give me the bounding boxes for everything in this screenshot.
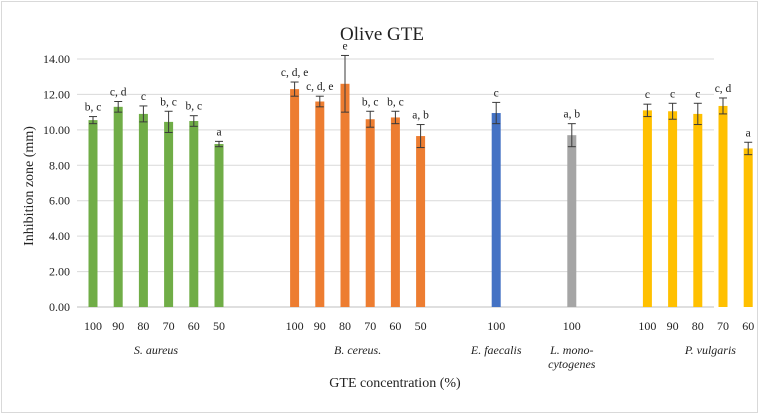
significance-labels: b, c c, d c b, c b, c a c, d, e c, d, e e b, c b, … [85,40,751,139]
bar [416,136,426,307]
x-tick-label: 80 [137,319,149,333]
x-tick-label: 90 [314,319,326,333]
bar [668,111,678,307]
bar [290,89,300,307]
significance-label: c [494,87,499,99]
x-axis-label: GTE concentration (%) [329,376,461,391]
group-labels: S. aureus B. cereus. E. faecalis L. mono-cy… [134,343,736,371]
x-tick-label: 60 [742,319,754,333]
y-tick-label: 12.00 [43,87,70,101]
y-tick-label: 4.00 [49,229,70,243]
x-tick-label: 80 [339,319,351,333]
x-tick-label: 50 [415,319,427,333]
y-tick-label: 6.00 [49,194,70,208]
bars [88,83,753,308]
bar [567,135,577,307]
x-tick-label: 90 [112,319,124,333]
bar [214,144,224,307]
y-tick-label: 0.00 [49,300,70,314]
bar [88,120,98,307]
group-label: P. vulgaris [684,343,736,357]
group-label: L. mono- [549,343,593,357]
x-tick-label: 60 [389,319,401,333]
y-tick-labels: 0.00 2.00 4.00 6.00 8.00 10.00 12.00 14.00 [43,52,70,314]
bar [491,113,501,308]
significance-label: b, c [387,96,404,108]
chart-title: Olive GTE [340,24,424,45]
x-tick-label: 80 [692,319,704,333]
bar [718,105,728,307]
bar [164,121,174,307]
group-label: cytogenes [548,357,596,371]
error-bars [89,54,753,156]
significance-label: c [645,89,650,101]
group-label: S. aureus [134,343,179,357]
significance-label: c, d [110,87,127,99]
y-tick-label: 8.00 [49,158,70,172]
significance-label: a [216,126,221,138]
bar [743,148,753,307]
x-tick-label: 100 [84,319,102,333]
x-tick-label: 90 [667,319,679,333]
significance-label: b, c [185,101,202,113]
significance-label: c [695,88,700,100]
x-tick-label: 60 [188,319,200,333]
x-tick-label: 100 [638,319,656,333]
x-tick-label: 70 [717,319,729,333]
y-axis-label: Inhibition zone (mm) [22,126,37,246]
bar [340,83,350,307]
significance-label: a, b [563,109,580,121]
bar [365,119,375,307]
significance-label: c, d [715,83,732,95]
significance-label: e [342,40,347,52]
group-label: E. faecalis [470,343,522,357]
significance-label: c [670,88,675,100]
significance-label: a, b [412,110,429,122]
x-tick-label: 100 [487,319,505,333]
bar [642,110,652,307]
significance-label: b, c [85,102,102,114]
bar [390,117,400,307]
x-tick-label: 100 [563,319,581,333]
bar [113,106,123,307]
x-tick-label: 100 [286,319,304,333]
bar [693,113,703,308]
y-tick-label: 2.00 [49,265,70,279]
x-tick-labels: 100 90 80 70 60 50 100 90 80 70 60 50 100 100 100 90 80 7… [84,319,754,333]
significance-label: c [141,91,146,103]
bar [315,101,325,307]
group-label: B. cereus. [334,343,381,357]
bar [189,121,199,307]
significance-label: b, c [160,96,177,108]
significance-label: c, d, e [306,81,333,93]
y-tick-label: 14.00 [43,52,70,66]
significance-label: b, c [362,96,379,108]
x-tick-label: 70 [163,319,175,333]
significance-label: c, d, e [281,67,308,79]
x-tick-label: 70 [364,319,376,333]
x-tick-label: 50 [213,319,225,333]
y-tick-label: 10.00 [43,123,70,137]
bar [138,113,148,308]
significance-label: a [746,127,751,139]
